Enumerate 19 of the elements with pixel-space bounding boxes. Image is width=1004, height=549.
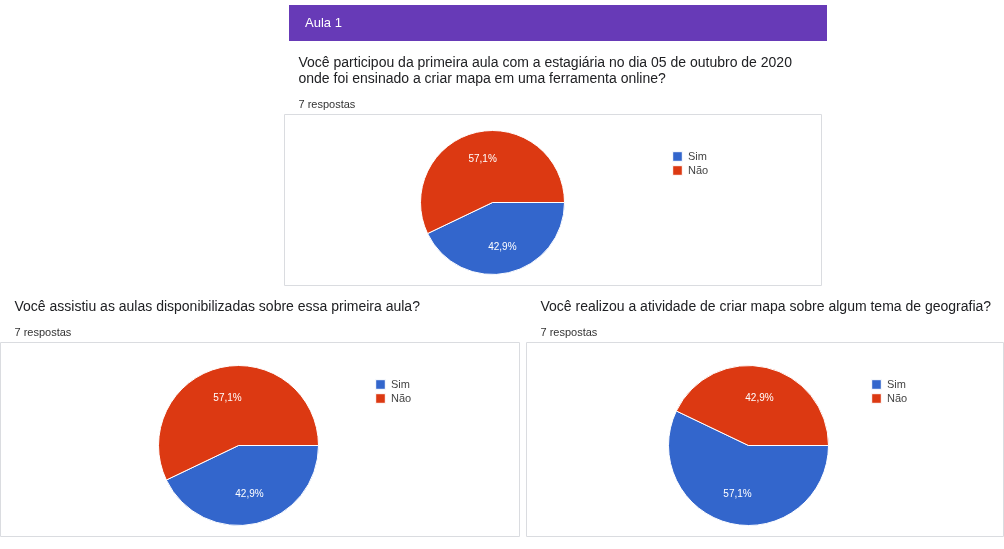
legend-label: Não — [391, 392, 412, 404]
legend-label: Não — [688, 164, 709, 176]
data-label: 57,1% — [723, 488, 752, 500]
legend-label: Sim — [391, 378, 411, 390]
legend-label: Sim — [887, 378, 907, 390]
data-label: 57,1% — [468, 153, 497, 165]
text: 7 respostas — [14, 325, 72, 338]
chart-title: Você participou da primeira aula com a estagiária no dia 05 de outubro de 2020 onde foi ensinado a criar mapa em uma ferramenta online? — [298, 53, 793, 86]
chart-title: Você assistiu as aulas disponibilizadas sobre essa primeira aula? — [14, 297, 421, 314]
data-label: 57,1% — [213, 391, 242, 403]
data-label: 42,9% — [488, 240, 517, 252]
legend-label: Não — [887, 392, 908, 404]
legend-label: Sim — [688, 150, 708, 162]
chart-title: Você realizou a atividade de criar mapa sobre algum tema de geografia? — [540, 297, 992, 314]
text: 7 respostas — [298, 97, 356, 110]
text: Aula 1 — [305, 14, 342, 32]
data-label: 42,9% — [235, 488, 264, 500]
data-label: 42,9% — [745, 391, 774, 403]
text: 7 respostas — [540, 325, 598, 338]
